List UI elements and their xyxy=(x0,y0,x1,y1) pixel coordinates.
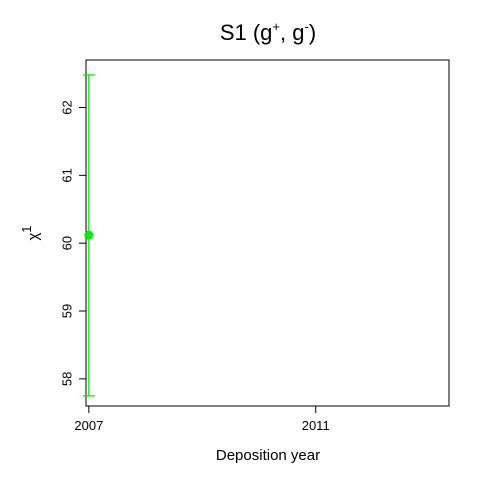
chart-title: S1 (g+, g-) xyxy=(220,19,316,45)
y-axis-label-base: χ xyxy=(25,233,42,241)
y-tick-label: 60 xyxy=(59,236,74,250)
title-suffix: ) xyxy=(309,20,316,45)
data-marks xyxy=(82,74,95,397)
y-axis: 58 59 60 61 62 xyxy=(59,100,87,386)
y-tick-label: 59 xyxy=(59,304,74,318)
y-tick-label: 61 xyxy=(59,168,74,182)
title-superscript-minus: - xyxy=(304,19,308,34)
x-tick-label: 2011 xyxy=(302,418,330,433)
data-point xyxy=(84,230,94,240)
title-middle: , g xyxy=(280,20,304,45)
y-axis-label-superscript: 1 xyxy=(19,225,34,232)
plot-frame xyxy=(85,59,450,407)
x-axis: 2007 2011 xyxy=(74,405,330,433)
x-axis-label: Deposition year xyxy=(216,447,320,464)
title-superscript-plus: + xyxy=(272,19,280,34)
title-prefix: S1 (g xyxy=(220,20,273,45)
y-tick-label: 58 xyxy=(59,372,74,386)
y-axis-label: χ1 xyxy=(19,225,42,240)
x-tick-label: 2007 xyxy=(74,418,103,433)
y-tick-label: 62 xyxy=(59,100,74,114)
